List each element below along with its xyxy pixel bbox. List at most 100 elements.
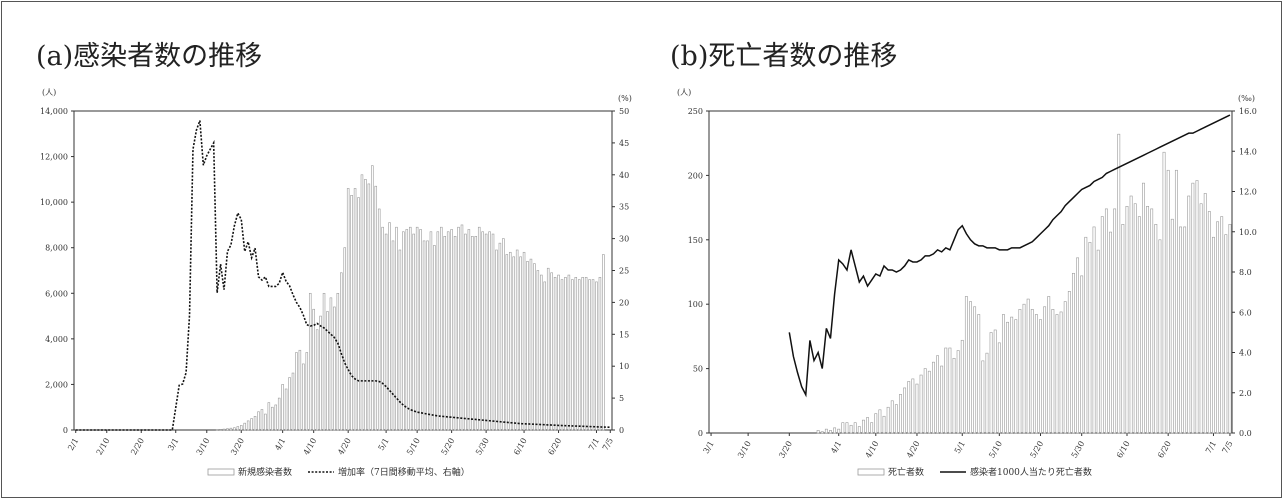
x-tick-label: 3/1 [702,440,716,456]
bar-100 [1199,203,1203,434]
y2-tick-label: 6.0 [1239,308,1252,317]
y2-tick-label: 4.0 [1239,349,1252,358]
y-tick-label: 0 [63,426,68,435]
bar-43 [322,292,326,431]
bar-111 [557,274,560,431]
bar-57 [371,165,374,431]
bar-100 [519,256,522,431]
right-axis-unit: (‰) [1238,94,1255,103]
y-tick-label: 2,000 [45,380,68,389]
bar-59 [1030,309,1034,434]
bar-80 [450,229,453,431]
y2-tick-label: 5 [619,394,624,403]
bar-63 [1047,296,1051,434]
left-axis-unit: (人) [42,88,56,97]
y2-tick-label: 40 [619,171,629,180]
y2-tick-label: 0 [619,426,624,435]
bar-91 [1162,151,1166,434]
bar-77 [440,226,443,431]
y2-tick-label: 45 [619,139,629,148]
bar-72 [422,240,426,431]
x-tick-label: 6/10 [512,437,529,457]
legend-label: 新規感染者数 [238,466,292,478]
bar-101 [522,251,526,431]
bar-53 [1006,321,1009,434]
bar-40 [952,357,956,434]
x-tick-label: 2/20 [129,437,146,457]
chart-a: (人) (%) 0 2,000 4,000 6,000 8,000 10,000 12,000 1… [40,88,632,478]
bar-55 [364,179,367,431]
bar-70 [1076,257,1080,434]
y2-tick-label: 16.0 [1239,107,1257,116]
bar-18 [236,426,240,431]
bar-48 [985,352,989,434]
bar-15 [226,428,229,431]
bar-114 [567,274,571,431]
bar-79 [446,231,450,431]
bar-85 [467,229,471,431]
bar-64 [395,226,398,431]
legend-label: 増加率（7日間移動平均、右軸） [338,466,470,478]
bar-123 [598,277,602,431]
bar-62 [1043,306,1047,434]
bar-28 [271,406,274,431]
bar-92 [491,233,495,431]
y-tick-label: 100 [688,300,703,309]
x-tick-label: 3/10 [195,437,212,457]
bar-23 [253,416,257,431]
bar-86 [471,236,474,431]
bar-69 [1072,272,1075,434]
bar-107 [543,281,546,431]
y-tick-label: 14,000 [40,107,68,116]
legend-bar-swatch [857,468,885,476]
y2-tick-label: 30 [619,235,629,244]
bar-58 [374,185,378,431]
bar-81 [1121,224,1125,434]
bar-59 [377,208,381,431]
bar-67 [405,229,409,431]
x-tick-label: 5/30 [474,437,491,457]
y-tick-label: 150 [688,236,703,245]
bar-60 [1034,314,1038,434]
bar-71 [1080,275,1084,434]
bar-124 [602,254,605,431]
bar-20 [243,422,246,431]
bar-25 [890,400,894,434]
bar-58 [1026,298,1030,434]
bar-62 [388,222,391,431]
bar-21 [246,420,250,431]
bar-74 [429,231,433,431]
bar-22 [878,409,882,434]
bar-106 [540,274,543,431]
bar-10 [829,430,832,434]
bar-18 [861,419,865,434]
y2-tick-label: 35 [619,203,629,212]
bar-56 [367,183,371,431]
bar-66 [402,231,405,431]
bar-76 [1100,216,1104,434]
bar-38 [944,347,948,434]
x-tick-label: 5/20 [440,437,457,457]
bar-96 [1183,226,1187,434]
bar-120 [588,279,591,431]
bar-25 [260,409,264,431]
bar-30 [277,397,281,431]
bar-37 [302,363,305,431]
bar-49 [989,332,993,434]
bar-101 [1203,193,1207,434]
bar-45 [973,306,977,434]
y2-tick-label: 10.0 [1239,228,1257,237]
bar-29 [274,404,277,431]
bar-75 [1096,249,1100,434]
bar-17 [857,426,861,434]
bar-87 [474,236,478,431]
bar-42 [319,315,322,431]
x-tick-label: 4/20 [905,440,922,460]
bar-40 [312,308,315,431]
bar-72 [1084,236,1088,434]
bar-63 [391,240,395,431]
bar-93 [1170,218,1174,434]
bar-27 [267,402,271,431]
bar-55 [1014,319,1018,434]
